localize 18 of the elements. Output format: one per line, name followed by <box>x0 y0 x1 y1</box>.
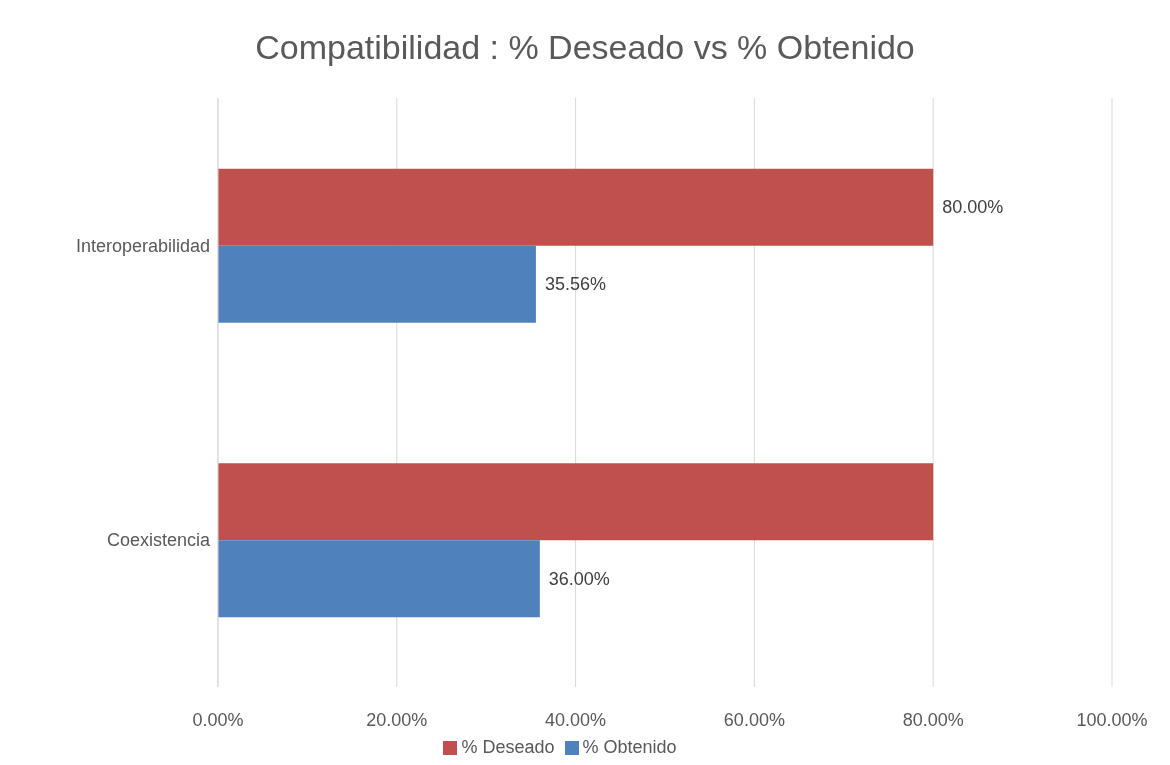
data-label: 80.00% <box>942 197 1004 218</box>
x-tick-label: 100.00% <box>1076 709 1148 730</box>
data-label: 35.56% <box>544 274 606 295</box>
x-tick-label: 80.00% <box>902 709 964 730</box>
legend-label: % Deseado <box>461 737 555 757</box>
bar <box>218 168 934 246</box>
x-tick-label: 40.00% <box>545 709 607 730</box>
y-tick-label: Interoperabilidad <box>75 235 210 256</box>
x-tick-label: 0.00% <box>192 709 244 730</box>
x-tick-label: 20.00% <box>366 709 428 730</box>
y-tick-label: Coexistencia <box>106 530 211 551</box>
legend-label: % Obtenido <box>582 737 677 757</box>
bar <box>218 245 536 323</box>
bar <box>218 463 934 541</box>
data-label: 36.00% <box>548 568 610 589</box>
bar <box>218 540 540 618</box>
x-tick-label: 60.00% <box>723 709 785 730</box>
chart-title: Compatibilidad : % Deseado vs % Obtenido <box>254 27 916 68</box>
